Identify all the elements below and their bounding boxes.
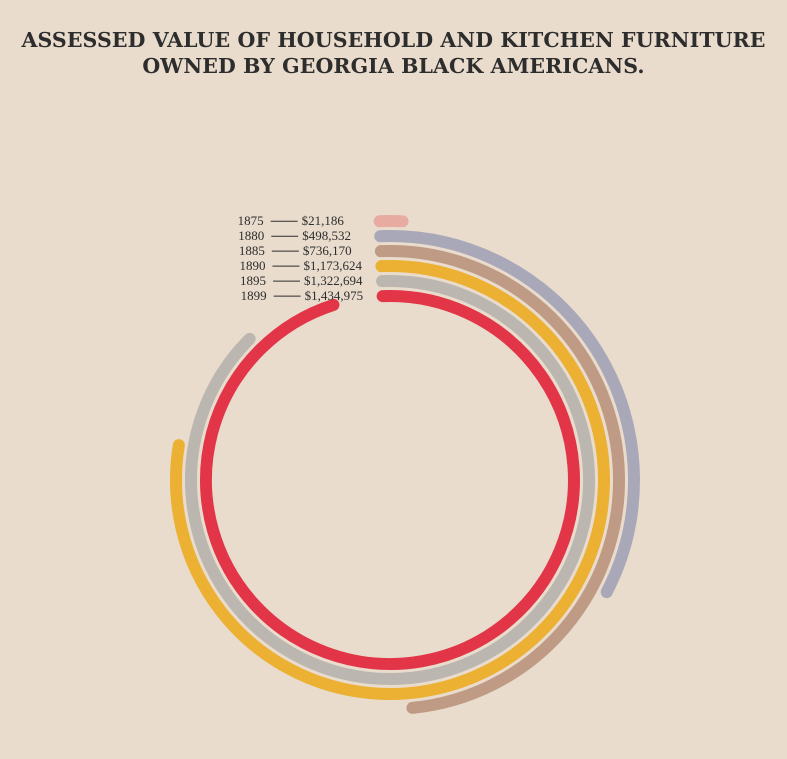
legend-year-1880: 1880 bbox=[238, 228, 264, 243]
spiral-arc-1880 bbox=[374, 230, 640, 599]
legend-value-1895: $1,322,694 bbox=[304, 273, 363, 288]
legend-value-1899: $1,434,975 bbox=[305, 288, 364, 303]
legend-value-1890: $1,173,624 bbox=[303, 258, 362, 273]
legend-year-1875: 1875 bbox=[238, 213, 264, 228]
legend-year-1899: 1899 bbox=[241, 288, 267, 303]
legend: 1875 $21,186 1880 $498,532 1885 $736,170 1890 $… bbox=[238, 213, 363, 303]
legend-year-1895: 1895 bbox=[240, 273, 266, 288]
title-line-2: OWNED BY GEORGIA BLACK AMERICANS. bbox=[142, 54, 645, 78]
spiral-arc-1890 bbox=[170, 260, 610, 700]
spiral-arc-1899 bbox=[200, 290, 580, 670]
legend-year-1890: 1890 bbox=[239, 258, 265, 273]
title-line-1: ASSESSED VALUE OF HOUSEHOLD AND KITCHEN … bbox=[21, 28, 766, 52]
spiral-arc-1885 bbox=[374, 245, 625, 714]
legend-value-1885: $736,170 bbox=[303, 243, 352, 258]
spiral-arcs bbox=[170, 215, 640, 714]
spiral-arc-1895 bbox=[185, 275, 595, 685]
legend-value-1875: $21,186 bbox=[302, 213, 345, 228]
chart-title: ASSESSED VALUE OF HOUSEHOLD AND KITCHEN … bbox=[0, 27, 787, 79]
legend-value-1880: $498,532 bbox=[302, 228, 351, 243]
legend-year-1885: 1885 bbox=[239, 243, 265, 258]
